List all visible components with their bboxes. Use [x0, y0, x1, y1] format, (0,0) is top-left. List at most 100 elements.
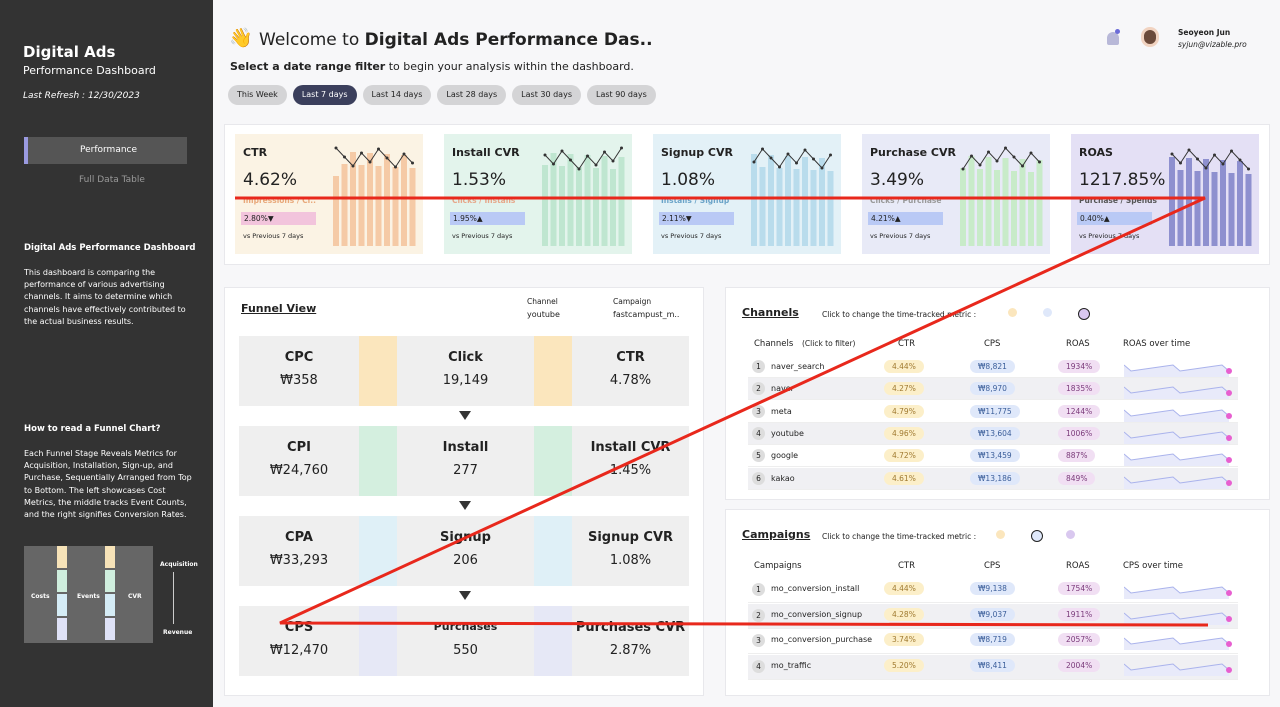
table-row[interactable]: 2 naver 4.27% ₩8,970 1835%: [748, 378, 1238, 401]
kpi-compare: vs Previous 7 days: [870, 232, 931, 240]
funnel-stripe: [534, 606, 572, 676]
kpi-value: 3.49%: [870, 170, 925, 190]
table-row[interactable]: 4 mo_traffic 5.20% ₩8,411 2004%: [748, 654, 1238, 680]
kpi-bar: [576, 167, 582, 246]
sparkline-area: [1124, 612, 1229, 625]
funnel-stripe: [359, 516, 397, 586]
sparkline-area: [1124, 365, 1229, 377]
kpi-dot: [961, 167, 965, 171]
kpi-bar: [601, 156, 608, 246]
kpi-label: Purchase CVR: [870, 146, 956, 159]
funnel-value: ₩12,470: [269, 643, 329, 658]
kpi-sparkline: [960, 146, 1043, 246]
funnel-value: 4.78%: [609, 373, 652, 388]
kpi-change: 4.21%▲: [868, 212, 943, 225]
filter-rest: to begin your analysis within the dashbo…: [388, 60, 634, 73]
greeting: Welcome to: [259, 30, 360, 50]
funnel-value: 206: [453, 553, 478, 568]
pill-cps: ₩8,719: [970, 633, 1015, 646]
table-row[interactable]: 6 kakao 4.61% ₩13,186 849%: [748, 467, 1238, 490]
funnel-stripe: [534, 516, 572, 586]
kpi-dot: [987, 150, 990, 154]
funnel-value: 550: [453, 643, 478, 658]
kpi-dot: [803, 148, 807, 152]
kpi-dot: [1004, 146, 1007, 150]
funnel-metric: Purchases CVR: [575, 620, 686, 635]
kpi-bar: [1177, 170, 1184, 246]
bell-dot: [1115, 29, 1120, 34]
table-row[interactable]: 1 naver_search 4.44% ₩8,821 1934%: [748, 356, 1238, 378]
date-button[interactable]: Last 90 days: [586, 85, 656, 105]
column-header: ROAS: [1066, 339, 1090, 349]
kpi-dot: [343, 155, 346, 159]
kpi-dot: [411, 161, 414, 165]
kpi-formula: Clicks / Purchase: [870, 196, 942, 205]
filter-value[interactable]: youtube: [527, 310, 560, 319]
funnel-stripe: [359, 426, 397, 496]
mini-label: Costs: [31, 593, 50, 600]
table-row[interactable]: 1 mo_conversion_install 4.44% ₩9,138 1754%: [748, 578, 1238, 603]
column-header: Channels: [754, 339, 794, 349]
table-row[interactable]: 4 youtube 4.96% ₩13,604 1006%: [748, 422, 1238, 445]
kpi-dot: [368, 160, 372, 164]
funnel-metric: Install: [442, 440, 489, 455]
metric-toggle[interactable]: [1066, 530, 1075, 539]
table-row[interactable]: 2 mo_conversion_signup 4.28% ₩9,037 1911%: [748, 603, 1238, 629]
kpi-bar: [550, 153, 557, 246]
kpi-label: Install CVR: [452, 146, 520, 159]
kpi-dot: [394, 165, 397, 169]
kpi-value: 1.08%: [661, 170, 716, 190]
kpi-bar: [1036, 160, 1043, 246]
kpi-dot: [752, 160, 756, 164]
sparkline-area: [1124, 431, 1229, 444]
kpi-bar: [977, 169, 983, 246]
kpi-dot: [569, 158, 572, 162]
kpi-dot: [829, 153, 832, 157]
row-rank: 4: [752, 659, 765, 673]
sparkline-end: [1226, 641, 1232, 647]
metric-toggle[interactable]: [1043, 308, 1052, 317]
kpi-dot: [1187, 148, 1191, 152]
row-rank: 3: [752, 404, 765, 418]
table-row[interactable]: 5 google 4.72% ₩13,459 887%: [748, 445, 1238, 468]
metric-toggle[interactable]: [1031, 530, 1043, 542]
sparkline-end: [1226, 368, 1232, 374]
mini-stripe: [57, 618, 67, 640]
mini-label: Events: [77, 593, 100, 600]
mini-label: Acquisition: [160, 561, 198, 568]
nav-item[interactable]: Full Data Table: [79, 175, 145, 185]
kpi-dot: [1221, 162, 1225, 166]
pill-ctr: 4.72%: [884, 449, 924, 463]
metric-toggle[interactable]: [1078, 308, 1090, 320]
mini-funnel: Costs Events CVR: [24, 546, 153, 643]
row-rank: 5: [752, 449, 765, 463]
pill-cps: ₩13,604: [970, 426, 1020, 440]
kpi-card: ROAS 1217.85% Purchase / Spends 0.40%▲ vs Pr…: [1071, 134, 1259, 254]
column-header: ROAS: [1066, 561, 1090, 571]
metric-toggle[interactable]: [1008, 308, 1017, 317]
nav-item[interactable]: Performance: [80, 145, 138, 155]
about-text: This dashboard is comparing the performa…: [24, 268, 186, 326]
filter-value[interactable]: fastcampust_m..: [613, 310, 680, 319]
date-buttons: This Week Last 7 days Last 14 days Last 28 …: [228, 82, 662, 105]
table-row[interactable]: 3 meta 4.79% ₩11,775 1244%: [748, 400, 1238, 423]
date-button[interactable]: Last 7 days: [292, 85, 357, 105]
sparkline-end: [1226, 412, 1232, 419]
kpi-value: 1.53%: [452, 170, 507, 190]
kpi-bar: [1028, 172, 1034, 246]
funnel-value: 2.87%: [609, 643, 652, 658]
date-button[interactable]: Last 30 days: [512, 85, 581, 105]
date-button[interactable]: Last 28 days: [437, 85, 507, 105]
table-row[interactable]: 3 mo_conversion_purchase 3.74% ₩8,719 2057%: [748, 629, 1238, 654]
kpi-dot: [786, 152, 790, 156]
kpi-bar: [610, 169, 616, 246]
funnel-cell: CPA ₩33,293: [239, 516, 359, 586]
date-button[interactable]: This Week: [228, 85, 287, 105]
row-sparkline: [1124, 662, 1232, 676]
kpi-bar: [785, 156, 791, 246]
kpi-dot: [1021, 164, 1024, 168]
date-button[interactable]: Last 14 days: [362, 85, 432, 105]
kpi-bar: [1203, 159, 1209, 246]
metric-toggle[interactable]: [996, 530, 1005, 539]
